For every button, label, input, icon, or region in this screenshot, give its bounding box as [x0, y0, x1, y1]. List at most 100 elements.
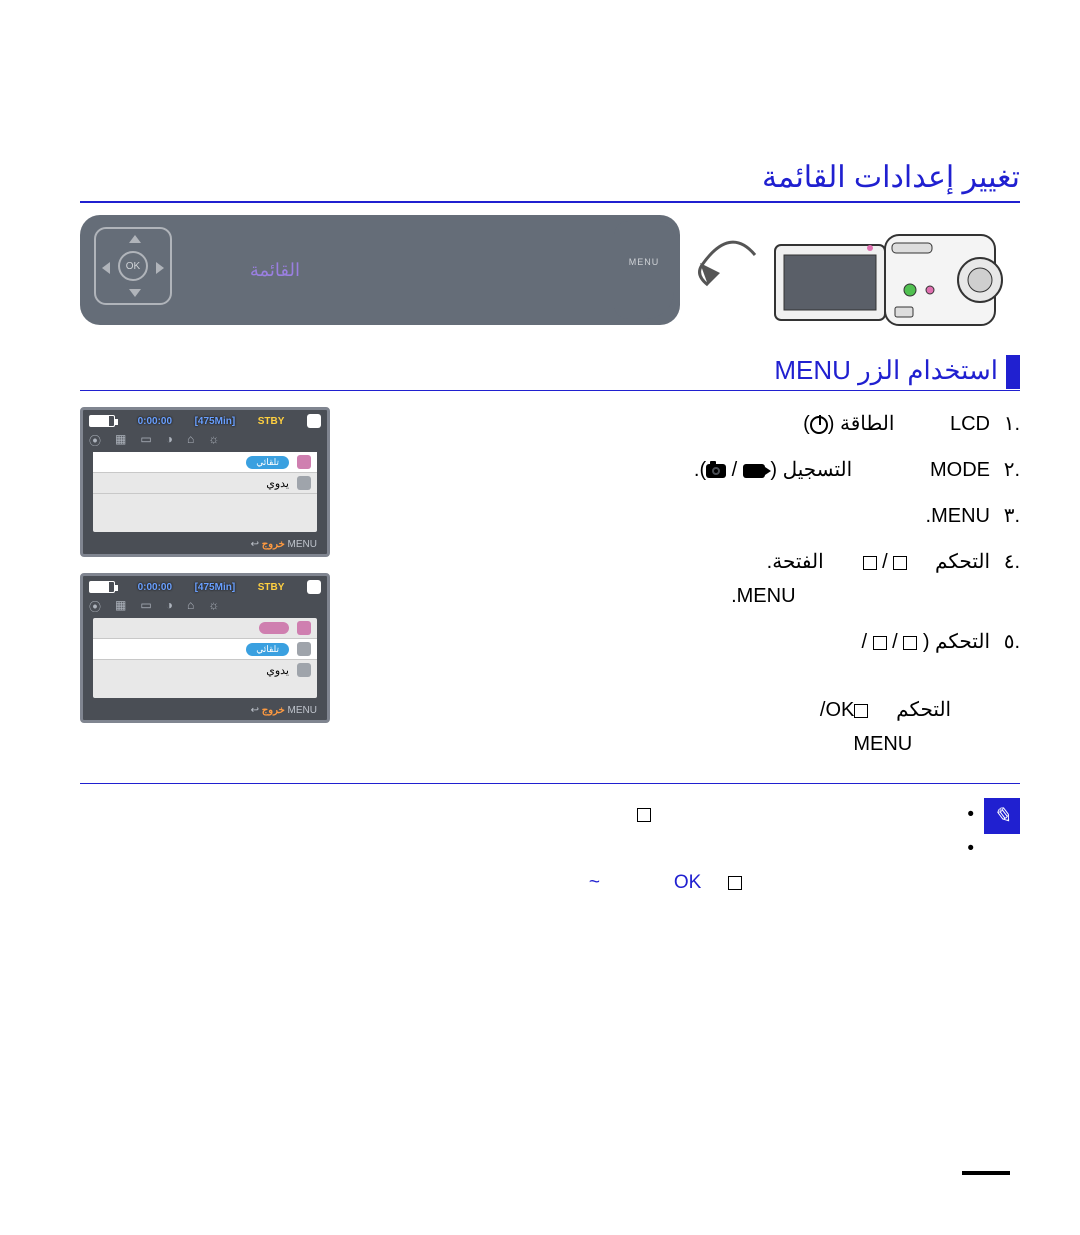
step-list: .١ LCD الطاقة () .٢ MODE التسجيل (: [348, 407, 1020, 761]
tab-icon: ◑: [166, 598, 173, 615]
lcd-tab-icons: ⦿ ▦ ▭ ◑ ⌂ ☼: [89, 432, 321, 449]
battery-icon: [89, 415, 115, 427]
square-placeholder-icon: [903, 636, 917, 650]
note-ok: OK: [674, 872, 701, 893]
menu-row: [93, 618, 317, 639]
control-panel-illustration: OK القائمة MENU: [80, 215, 680, 325]
step-text: MODE: [930, 459, 990, 481]
dpad-right-icon: [156, 262, 164, 274]
lcd-time: 0:00:00: [138, 416, 172, 427]
dpad-up-icon: [129, 235, 141, 243]
step-text: MENU.: [926, 505, 990, 527]
divider: [80, 783, 1020, 784]
lcd-foot-menu: MENU: [288, 705, 317, 716]
menu-row-selected: تلقائي: [93, 639, 317, 660]
lcd-foot-icon: ↩: [251, 539, 259, 550]
lcd-menu-body: تلقائي يدوي: [93, 452, 317, 532]
step-text: MENU.: [731, 585, 795, 607]
tab-icon: ⦿: [89, 432, 101, 449]
photo-icon: [706, 464, 726, 478]
lcd-remain: [475Min]: [195, 582, 236, 593]
step-text: التسجيل (: [770, 459, 852, 481]
step-body: MODE التسجيل ( / ).: [348, 453, 990, 487]
note-text: • • OK ~: [80, 798, 974, 901]
lcd-remain: [475Min]: [195, 416, 236, 427]
note-bullet: •: [967, 804, 974, 825]
tab-icon: ▭: [140, 432, 151, 449]
lcd-stby: STBY: [258, 416, 285, 427]
menu-row-label: يدوي: [266, 477, 289, 490]
lcd-statusbar: 0:00:00 [475Min] STBY: [89, 580, 321, 594]
step-body: التحكم ( / / التحكم OK/ MENU: [348, 625, 990, 761]
menu-row-selected: تلقائي: [93, 452, 317, 473]
square-placeholder-icon: [893, 556, 907, 570]
step-5: .٥ التحكم ( / / التحكم OK/ M: [348, 625, 1020, 761]
step-2: .٢ MODE التسجيل ( / ).: [348, 453, 1020, 487]
section-header: استخدام الزر MENU: [754, 353, 1006, 390]
callout-arrow: [690, 215, 760, 325]
lcd-foot-exit: خروج: [262, 539, 285, 550]
square-placeholder-icon: [637, 808, 651, 822]
menu-tag-auto: تلقائي: [246, 643, 289, 656]
tab-icon: ▦: [115, 432, 126, 449]
menu-tag-auto: تلقائي: [246, 456, 289, 469]
lcd-menu-body: تلقائي يدوي: [93, 618, 317, 698]
step-text: الطاقة (: [828, 413, 895, 435]
step-3: .٣ MENU.: [348, 499, 1020, 533]
lcd-foot-exit: خروج: [262, 705, 285, 716]
step-text: OK/: [820, 699, 854, 721]
note-icon: ✎: [984, 798, 1020, 834]
menu-row-empty: [93, 494, 317, 500]
square-placeholder-icon: [873, 636, 887, 650]
page-number-bar: [962, 1171, 1010, 1175]
step-body: التحكم / الفتحة. MENU.: [348, 545, 990, 613]
section-header-bar: [1006, 355, 1020, 389]
panel-label: القائمة: [250, 260, 300, 281]
step-body: MENU.: [348, 499, 990, 533]
lcd-foot-icon: ↩: [251, 705, 259, 716]
page-title: تغيير إعدادات القائمة: [80, 160, 1020, 195]
menu-row-icon: [297, 476, 311, 490]
note-tilde: ~: [589, 872, 600, 893]
camcorder-illustration: [770, 215, 1010, 335]
menu-row-icon: [297, 642, 311, 656]
note-row: ✎ • • OK: [80, 798, 1020, 901]
step-text: الفتحة.: [767, 551, 824, 573]
record-mode-icon: [307, 580, 321, 594]
power-icon: [810, 416, 828, 434]
tab-icon: ☼: [208, 432, 219, 449]
battery-icon: [89, 581, 115, 593]
tab-icon: ▭: [140, 598, 151, 615]
menu-row: يدوي: [93, 473, 317, 494]
video-icon: [743, 464, 765, 478]
menu-row-icon: [297, 455, 311, 469]
step-text: MENU: [853, 733, 912, 755]
lcd-screenshot-1: 0:00:00 [475Min] STBY ⦿ ▦ ▭ ◑ ⌂ ☼ تلقائي: [80, 407, 330, 557]
illustration-row: OK القائمة MENU: [80, 215, 1020, 335]
lcd-footer: ↩ خروج MENU: [251, 539, 317, 550]
lcd-screenshot-2: 0:00:00 [475Min] STBY ⦿ ▦ ▭ ◑ ⌂ ☼: [80, 573, 330, 723]
square-placeholder-icon: [854, 704, 868, 718]
step-body: LCD الطاقة (): [348, 407, 990, 441]
screenshots-column: 0:00:00 [475Min] STBY ⦿ ▦ ▭ ◑ ⌂ ☼ تلقائي: [80, 407, 330, 773]
page-title-rule: تغيير إعدادات القائمة: [80, 160, 1020, 203]
step-text: التحكم: [896, 699, 951, 721]
menu-button-flap: MENU: [614, 221, 674, 319]
step-1: .١ LCD الطاقة (): [348, 407, 1020, 441]
step-number: .٢: [996, 453, 1020, 487]
lcd-stby: STBY: [258, 582, 285, 593]
tab-icon: ⌂: [187, 432, 194, 449]
step-number: .٥: [996, 625, 1020, 761]
lcd-time: 0:00:00: [138, 582, 172, 593]
step-number: .٤: [996, 545, 1020, 613]
menu-row-icon: [297, 621, 311, 635]
lcd-foot-menu: MENU: [288, 539, 317, 550]
record-mode-icon: [307, 414, 321, 428]
menu-row-icon: [297, 663, 311, 677]
tab-icon: ⌂: [187, 598, 194, 615]
note-bullet: •: [967, 838, 974, 859]
steps-column: .١ LCD الطاقة () .٢ MODE التسجيل (: [348, 407, 1020, 773]
tab-icon: ⦿: [89, 598, 101, 615]
dpad-left-icon: [102, 262, 110, 274]
lcd-tab-icons: ⦿ ▦ ▭ ◑ ⌂ ☼: [89, 598, 321, 615]
